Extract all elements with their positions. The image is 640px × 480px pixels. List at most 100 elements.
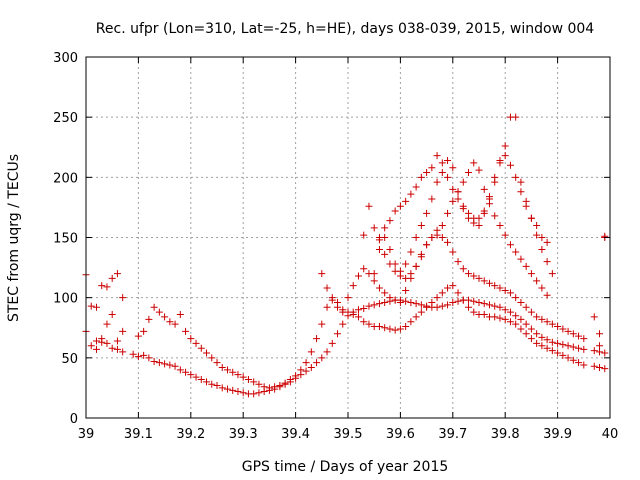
data-point (485, 193, 493, 201)
data-point (575, 359, 583, 367)
data-point (470, 272, 478, 280)
data-point (307, 348, 315, 356)
x-tick-label: 39.3 (229, 427, 258, 442)
data-point (491, 282, 499, 290)
data-point (569, 330, 577, 338)
data-point (564, 354, 572, 362)
data-point (590, 362, 598, 370)
data-point (119, 294, 127, 302)
data-point (454, 258, 462, 266)
data-point (244, 375, 252, 383)
data-point (208, 354, 216, 362)
data-point (433, 152, 441, 160)
data-point (527, 214, 535, 222)
data-point (150, 357, 158, 365)
data-point (501, 315, 509, 323)
data-point (412, 262, 420, 270)
data-point (501, 142, 509, 150)
data-point (538, 284, 546, 292)
data-point (475, 166, 483, 174)
data-point (470, 308, 478, 316)
data-point (580, 361, 588, 369)
data-point (569, 343, 577, 351)
data-point (470, 159, 478, 167)
data-point (522, 330, 530, 338)
axis-ticks: 39 39.1 39.2 39.3 39.4 39.5 39.6 39.7 39.8 39.9 40… (53, 51, 618, 442)
data-point (601, 365, 609, 373)
data-point (402, 323, 410, 331)
data-point (375, 234, 383, 241)
data-point (203, 378, 211, 386)
data-point (559, 325, 567, 333)
data-point (218, 384, 226, 392)
data-point (119, 327, 127, 335)
data-point (203, 349, 211, 357)
data-point (391, 326, 399, 334)
data-point (381, 324, 389, 332)
data-point (223, 385, 231, 393)
data-point (449, 164, 457, 172)
data-point (208, 380, 216, 388)
data-point (396, 325, 404, 333)
data-point (323, 284, 331, 292)
data-point (323, 348, 331, 356)
y-tick-label: 200 (53, 171, 78, 186)
data-point (113, 345, 121, 353)
data-point (454, 289, 462, 297)
y-tick-label: 300 (53, 51, 78, 66)
data-point (349, 282, 357, 290)
data-point (150, 303, 158, 311)
data-point (360, 265, 368, 273)
data-point (161, 360, 169, 368)
data-point (271, 383, 279, 391)
data-point (465, 303, 473, 311)
data-point (444, 301, 452, 309)
data-point (292, 372, 300, 380)
data-point (491, 302, 499, 310)
data-point (417, 173, 425, 181)
y-axis-label: STEC from uqrg / TECUs (6, 154, 22, 322)
series-arc7 (375, 152, 551, 246)
series-arc3 (92, 282, 609, 392)
data-point (176, 311, 184, 319)
data-point (465, 209, 473, 217)
data-point (108, 274, 116, 282)
data-point (391, 296, 399, 304)
data-point (354, 306, 362, 314)
data-point (108, 344, 116, 352)
x-tick-label: 39.1 (124, 427, 153, 442)
data-point (459, 296, 467, 304)
data-point (517, 298, 525, 306)
data-point (506, 161, 514, 169)
data-point (386, 325, 394, 333)
data-point (543, 336, 551, 344)
data-point (491, 173, 499, 181)
data-point (140, 351, 148, 359)
data-point (512, 173, 520, 181)
data-points (82, 113, 609, 398)
data-point (485, 301, 493, 309)
data-point (496, 314, 504, 322)
data-point (543, 344, 551, 352)
data-point (354, 313, 362, 321)
data-point (119, 348, 127, 356)
data-point (391, 207, 399, 215)
data-point (501, 286, 509, 294)
data-point (590, 313, 598, 321)
data-point (527, 335, 535, 343)
data-point (454, 195, 462, 203)
data-point (176, 366, 184, 374)
data-point (370, 301, 378, 309)
data-point (496, 303, 504, 311)
data-point (428, 195, 436, 203)
series-arc2 (82, 296, 609, 398)
data-point (548, 320, 556, 328)
data-point (417, 308, 425, 316)
data-point (129, 350, 137, 358)
data-point (449, 282, 457, 290)
data-point (428, 234, 436, 241)
y-tick-label: 0 (70, 412, 78, 427)
data-point (538, 342, 546, 350)
data-point (480, 311, 488, 319)
data-point (354, 272, 362, 280)
